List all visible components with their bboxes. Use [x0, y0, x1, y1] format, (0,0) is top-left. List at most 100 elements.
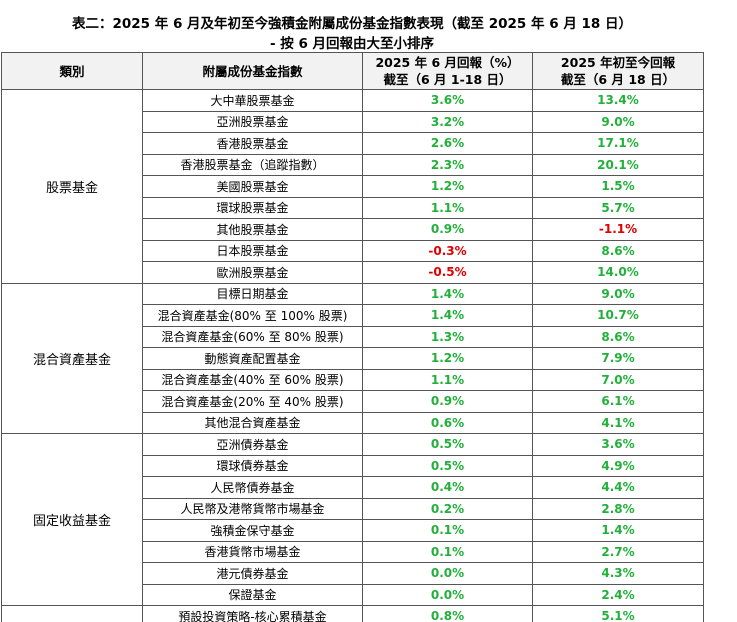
row: 混合資產基金 目標日期基金 1.4% 9.0%: [1, 282, 704, 434]
return-value: 10.7%: [532, 304, 704, 327]
return-value: 6.1%: [532, 390, 704, 413]
return-value: 8.6%: [532, 325, 704, 348]
row: 混合資產基金(40% 至 60% 股票) 1.1% 7.0%: [2, 368, 704, 391]
return-value: 1.5%: [532, 175, 704, 198]
index-name: 香港股票基金: [142, 132, 363, 155]
index-name: 預設投資策略-核心累積基金: [142, 605, 363, 622]
return-value: 3.6%: [532, 433, 704, 456]
index-name: 強積金保守基金: [142, 519, 363, 542]
row: 混合資產基金(80% 至 100% 股票) 1.4% 10.7%: [2, 304, 704, 327]
index-name: 混合資產基金(40% 至 60% 股票): [142, 368, 363, 391]
row: 強積金保守基金 0.1% 1.4%: [2, 519, 704, 542]
return-value: 0.2%: [362, 497, 533, 520]
return-value: 0.9%: [362, 390, 533, 413]
return-value: 2.4%: [532, 583, 704, 606]
row: 環球債券基金 0.5% 4.9%: [2, 454, 704, 477]
index-name: 香港股票基金（追蹤指數）: [142, 153, 363, 176]
index-name: 人民幣債券基金: [142, 476, 363, 499]
index-name: 其他混合資產基金: [142, 411, 363, 434]
row: 美國股票基金 1.2% 1.5%: [2, 175, 704, 198]
index-name: 港元債券基金: [142, 562, 363, 585]
return-value: 0.0%: [362, 583, 533, 606]
index-name: 亞洲債券基金: [142, 433, 363, 456]
return-value: 4.9%: [532, 454, 704, 477]
return-value: 2.6%: [362, 132, 533, 155]
index-name: 香港貨幣市場基金: [142, 540, 363, 563]
return-value: 1.4%: [362, 304, 533, 327]
subtitle: - 按 6 月回報由大至小排序: [269, 36, 435, 52]
return-value: 1.2%: [362, 347, 533, 370]
header-cell: 2025 年初至今回報 截至（6 月 18 日）: [532, 52, 704, 90]
return-value: 5.1%: [532, 605, 704, 622]
return-value: 0.6%: [362, 411, 533, 434]
category-cell: [1, 605, 143, 622]
row: 股票基金 大中華股票基金 3.6% 13.4%: [1, 89, 704, 284]
return-value: 9.0%: [532, 110, 704, 133]
return-value: 7.0%: [532, 368, 704, 391]
header-cell: 2025 年 6 月回報（%） 截至（6 月 1-18 日）: [362, 52, 533, 90]
return-value: 3.2%: [362, 110, 533, 133]
header-cell: 附屬成份基金指數: [142, 52, 363, 90]
row: 港元債券基金 0.0% 4.3%: [2, 562, 704, 585]
return-value: 2.7%: [532, 540, 704, 563]
row: 混合資產基金(20% 至 40% 股票) 0.9% 6.1%: [2, 390, 704, 413]
return-value: 0.5%: [362, 454, 533, 477]
return-value: -1.1%: [532, 218, 704, 241]
index-name: 混合資產基金(20% 至 40% 股票): [142, 390, 363, 413]
return-value: 0.5%: [362, 433, 533, 456]
index-name: 目標日期基金: [142, 282, 363, 305]
return-value: 1.2%: [362, 175, 533, 198]
row: 歐洲股票基金 -0.5% 14.0%: [2, 261, 704, 284]
category-cell: 股票基金: [1, 89, 143, 284]
return-value: 0.4%: [362, 476, 533, 499]
return-value: 0.9%: [362, 218, 533, 241]
fund-table: 類別 附屬成份基金指數 2025 年 6 月回報（%） 截至（6 月 1-18 日）…: [1, 52, 704, 622]
row: 日本股票基金 -0.3% 8.6%: [2, 239, 704, 262]
return-value: 0.8%: [362, 605, 533, 622]
return-value: 5.7%: [532, 196, 704, 219]
index-name: 環球股票基金: [142, 196, 363, 219]
return-value: 17.1%: [532, 132, 704, 155]
return-value: 9.0%: [532, 282, 704, 305]
header-cell: 類別: [1, 52, 143, 90]
index-name: 亞洲股票基金: [142, 110, 363, 133]
row: 香港貨幣市場基金 0.1% 2.7%: [2, 540, 704, 563]
row: 人民幣債券基金 0.4% 4.4%: [2, 476, 704, 499]
title: 表二：2025 年 6 月及年初至今強積金附屬成份基金指數表現（截至 2025 …: [71, 16, 633, 32]
return-value: 1.4%: [532, 519, 704, 542]
index-name: 大中華股票基金: [142, 89, 363, 112]
index-name: 人民幣及港幣貨幣市場基金: [142, 497, 363, 520]
row: 其他股票基金 0.9% -1.1%: [2, 218, 704, 241]
category-cell: 混合資產基金: [1, 282, 143, 434]
return-value: 2.8%: [532, 497, 704, 520]
index-name: 混合資產基金(60% 至 80% 股票): [142, 325, 363, 348]
return-value: 4.4%: [532, 476, 704, 499]
index-name: 美國股票基金: [142, 175, 363, 198]
return-value: 1.3%: [362, 325, 533, 348]
index-name: 保證基金: [142, 583, 363, 606]
index-name: 環球債券基金: [142, 454, 363, 477]
row: 預設投資策略-核心累積基金 0.8% 5.1%: [1, 605, 704, 622]
return-value: 1.1%: [362, 196, 533, 219]
row: 環球股票基金 1.1% 5.7%: [2, 196, 704, 219]
return-value: 0.1%: [362, 540, 533, 563]
return-value: -0.3%: [362, 239, 533, 262]
return-value: 4.3%: [532, 562, 704, 585]
return-value: 3.6%: [362, 89, 533, 112]
return-value: 1.4%: [362, 282, 533, 305]
return-value: 7.9%: [532, 347, 704, 370]
return-value: 4.1%: [532, 411, 704, 434]
row: 固定收益基金 亞洲債券基金 0.5% 3.6%: [1, 433, 704, 606]
return-value: -0.5%: [362, 261, 533, 284]
header-row: 類別 附屬成份基金指數 2025 年 6 月回報（%） 截至（6 月 1-18 日）…: [1, 52, 704, 90]
index-name: 動態資產配置基金: [142, 347, 363, 370]
return-value: 1.1%: [362, 368, 533, 391]
return-value: 8.6%: [532, 239, 704, 262]
return-value: 20.1%: [532, 153, 704, 176]
return-value: 14.0%: [532, 261, 704, 284]
index-name: 其他股票基金: [142, 218, 363, 241]
index-name: 混合資產基金(80% 至 100% 股票): [142, 304, 363, 327]
return-value: 2.3%: [362, 153, 533, 176]
return-value: 0.0%: [362, 562, 533, 585]
